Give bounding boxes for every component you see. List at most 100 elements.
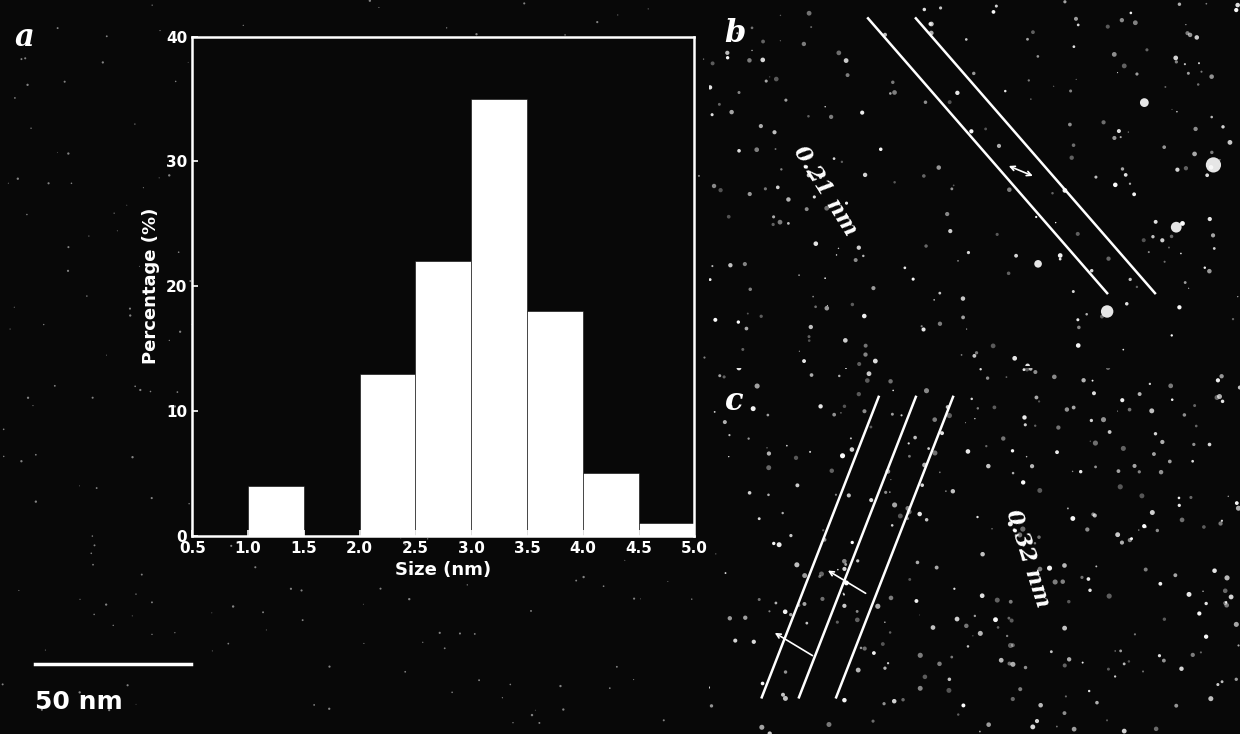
Point [21,123,41,134]
Point [790,346,810,357]
Point [880,87,900,99]
Point [905,432,925,443]
Point [435,257,455,269]
Point [47,22,67,34]
Point [1064,723,1084,734]
Point [1198,170,1218,181]
Point [919,443,939,454]
Point [673,487,693,498]
Point [797,617,817,629]
Point [949,255,968,266]
Point [218,638,238,650]
Point [357,322,377,334]
Point [916,514,936,526]
Point [84,608,104,620]
Point [353,598,373,610]
Point [831,407,851,419]
Point [1050,250,1070,261]
Point [1142,405,1162,417]
Point [357,139,377,151]
Point [771,164,791,175]
Point [828,564,848,575]
Point [531,212,551,224]
Point [55,76,74,87]
Point [1135,520,1154,532]
Point [226,319,246,330]
Point [910,508,930,520]
Point [97,599,117,611]
Point [252,164,272,175]
Point [393,363,413,375]
Point [898,503,918,515]
Point [353,638,373,650]
Point [914,324,934,335]
Point [26,449,46,461]
Point [758,442,777,454]
Point [1167,700,1187,711]
Point [469,520,489,532]
Point [773,688,792,700]
Point [305,198,325,210]
Point [1021,93,1040,105]
Point [1025,366,1045,378]
Point [849,388,869,400]
Point [742,45,761,57]
Bar [471,99,527,536]
Point [466,29,486,40]
Point [847,606,867,617]
Point [1029,396,1049,407]
Point [1176,19,1195,31]
Point [1190,647,1210,658]
Point [856,349,875,360]
Point [165,401,185,413]
Point [1045,217,1065,228]
Point [1202,70,1221,82]
Point [908,556,928,568]
Point [1213,676,1233,688]
Point [720,612,740,624]
Point [956,417,976,429]
Point [207,400,227,412]
Point [1021,363,1040,375]
Point [1127,68,1147,80]
Point [729,145,749,156]
Point [553,704,573,716]
Point [729,87,749,98]
Point [806,238,826,250]
Point [1027,211,1047,223]
Point [1028,51,1048,62]
Text: 0.32 nm: 0.32 nm [1001,506,1054,610]
Point [432,258,451,269]
Point [32,704,52,716]
Point [418,533,438,545]
Point [570,420,590,432]
Bar [639,523,694,536]
Point [893,694,913,705]
Point [264,359,284,371]
Point [740,188,760,200]
Point [1136,564,1156,575]
Point [812,593,832,605]
Point [848,664,868,676]
Point [839,490,859,501]
Point [1112,163,1132,175]
Point [719,451,739,462]
Point [567,575,587,586]
Point [1107,405,1127,417]
Point [7,172,27,184]
Point [801,21,821,33]
Point [1069,321,1089,333]
Point [441,341,461,353]
Point [999,612,1019,624]
Point [799,331,818,343]
Point [848,555,868,567]
Point [1125,460,1145,472]
Point [281,240,301,252]
Point [760,606,780,617]
Point [456,152,476,164]
Point [959,641,978,653]
Point [428,128,448,140]
Point [577,381,596,393]
Point [903,273,923,285]
Point [795,570,815,581]
